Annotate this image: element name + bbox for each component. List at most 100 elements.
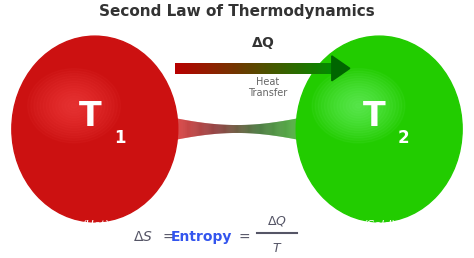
Polygon shape xyxy=(311,63,312,74)
Polygon shape xyxy=(222,63,223,74)
Polygon shape xyxy=(253,63,254,74)
Ellipse shape xyxy=(53,88,96,123)
Polygon shape xyxy=(281,121,282,137)
Polygon shape xyxy=(310,63,311,74)
Polygon shape xyxy=(290,120,291,138)
Polygon shape xyxy=(257,63,258,74)
Ellipse shape xyxy=(68,101,80,111)
Polygon shape xyxy=(328,63,330,74)
Polygon shape xyxy=(228,125,229,133)
Polygon shape xyxy=(295,119,296,139)
Polygon shape xyxy=(301,63,302,74)
Polygon shape xyxy=(168,117,169,141)
Polygon shape xyxy=(229,125,230,133)
Polygon shape xyxy=(160,115,161,143)
Polygon shape xyxy=(300,118,301,140)
Ellipse shape xyxy=(49,86,99,126)
Polygon shape xyxy=(192,63,193,74)
Polygon shape xyxy=(261,63,262,74)
Polygon shape xyxy=(321,63,322,74)
Polygon shape xyxy=(247,125,248,133)
Text: $\mathbf{T}$: $\mathbf{T}$ xyxy=(78,100,102,133)
Polygon shape xyxy=(180,63,181,74)
Ellipse shape xyxy=(340,91,377,120)
Polygon shape xyxy=(223,63,224,74)
Polygon shape xyxy=(280,63,281,74)
Polygon shape xyxy=(288,120,289,138)
Polygon shape xyxy=(255,124,256,134)
Ellipse shape xyxy=(65,99,83,113)
Polygon shape xyxy=(190,63,191,74)
Polygon shape xyxy=(302,63,304,74)
Polygon shape xyxy=(259,124,260,134)
Text: Heat
Transfer: Heat Transfer xyxy=(248,77,287,98)
Polygon shape xyxy=(216,124,217,134)
Polygon shape xyxy=(170,117,171,141)
Polygon shape xyxy=(311,115,312,143)
Polygon shape xyxy=(252,63,253,74)
Polygon shape xyxy=(304,117,305,141)
Polygon shape xyxy=(251,125,252,133)
Polygon shape xyxy=(203,63,205,74)
Polygon shape xyxy=(312,115,313,143)
Polygon shape xyxy=(308,116,309,142)
Polygon shape xyxy=(273,122,274,136)
Polygon shape xyxy=(201,63,202,74)
Polygon shape xyxy=(292,119,293,139)
Polygon shape xyxy=(262,63,263,74)
Polygon shape xyxy=(317,63,318,74)
Ellipse shape xyxy=(349,99,368,113)
Polygon shape xyxy=(306,117,307,141)
Polygon shape xyxy=(187,120,188,138)
Ellipse shape xyxy=(43,81,105,131)
Polygon shape xyxy=(289,120,290,138)
Polygon shape xyxy=(199,122,200,136)
Polygon shape xyxy=(302,117,303,141)
Text: 1: 1 xyxy=(114,129,125,147)
Polygon shape xyxy=(236,63,237,74)
Text: Second Law of Thermodynamics: Second Law of Thermodynamics xyxy=(99,4,375,19)
Polygon shape xyxy=(206,63,207,74)
Polygon shape xyxy=(224,125,225,133)
Polygon shape xyxy=(159,115,160,143)
Polygon shape xyxy=(227,125,228,133)
Polygon shape xyxy=(303,117,304,141)
Polygon shape xyxy=(271,123,272,135)
Polygon shape xyxy=(269,63,270,74)
Polygon shape xyxy=(282,63,283,74)
Polygon shape xyxy=(193,121,194,137)
Polygon shape xyxy=(309,116,310,142)
Ellipse shape xyxy=(37,76,111,135)
Polygon shape xyxy=(233,63,234,74)
Polygon shape xyxy=(304,63,305,74)
Polygon shape xyxy=(257,124,258,134)
Polygon shape xyxy=(191,121,192,137)
Ellipse shape xyxy=(328,81,389,131)
Polygon shape xyxy=(297,118,298,140)
Polygon shape xyxy=(273,63,274,74)
Polygon shape xyxy=(277,122,278,136)
Ellipse shape xyxy=(331,84,386,128)
Polygon shape xyxy=(213,124,214,134)
Polygon shape xyxy=(241,63,242,74)
Polygon shape xyxy=(237,125,238,133)
Polygon shape xyxy=(223,125,224,133)
Polygon shape xyxy=(235,63,236,74)
Ellipse shape xyxy=(312,69,405,143)
Polygon shape xyxy=(172,117,173,141)
Polygon shape xyxy=(295,63,296,74)
Polygon shape xyxy=(220,63,221,74)
Polygon shape xyxy=(212,63,213,74)
Polygon shape xyxy=(330,63,331,74)
Polygon shape xyxy=(278,122,279,136)
Text: $\Delta S$: $\Delta S$ xyxy=(133,230,153,244)
Polygon shape xyxy=(299,63,300,74)
Polygon shape xyxy=(271,63,273,74)
Polygon shape xyxy=(228,63,229,74)
Polygon shape xyxy=(206,123,207,135)
Polygon shape xyxy=(325,63,326,74)
Polygon shape xyxy=(240,63,241,74)
Polygon shape xyxy=(209,63,210,74)
Polygon shape xyxy=(219,63,220,74)
Polygon shape xyxy=(213,63,214,74)
